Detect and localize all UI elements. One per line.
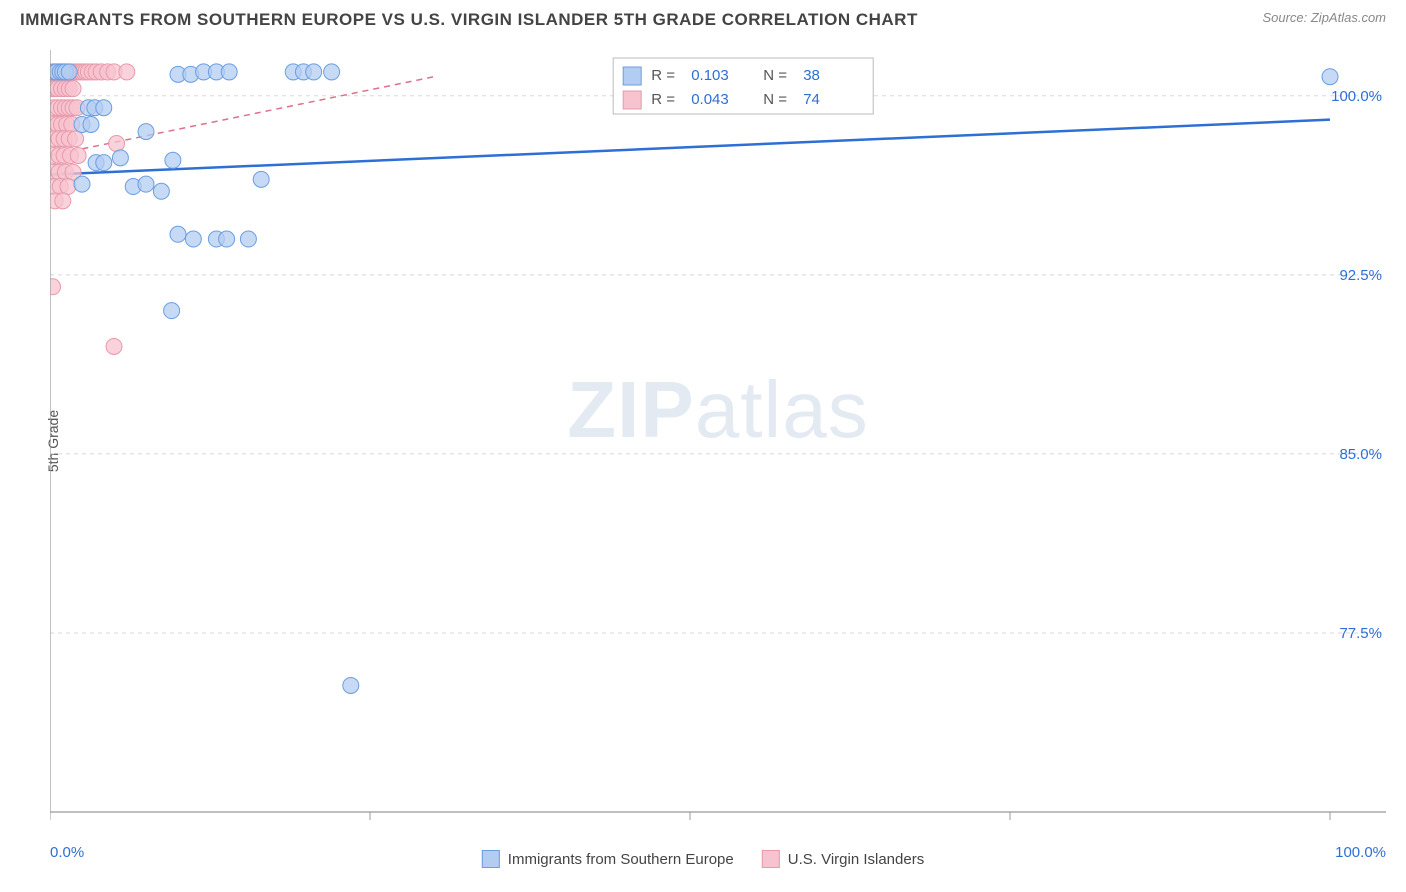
legend-swatch-a — [482, 850, 500, 868]
legend-swatch-b — [762, 850, 780, 868]
legend-item-a: Immigrants from Southern Europe — [482, 850, 734, 868]
svg-text:92.5%: 92.5% — [1339, 267, 1382, 284]
x-axis-min-label: 0.0% — [50, 844, 84, 861]
chart-title: IMMIGRANTS FROM SOUTHERN EUROPE VS U.S. … — [20, 10, 918, 30]
svg-text:100.0%: 100.0% — [1331, 88, 1382, 105]
svg-text:77.5%: 77.5% — [1339, 625, 1382, 642]
legend-item-b: U.S. Virgin Islanders — [762, 850, 924, 868]
x-axis-max-label: 100.0% — [1335, 844, 1386, 861]
svg-text:0.043: 0.043 — [691, 91, 729, 108]
legend-label-b: U.S. Virgin Islanders — [788, 851, 924, 868]
scatter-plot: 77.5% 85.0% 92.5% 100.0% R = 0.103 N = 38 R = 0.0… — [50, 50, 1386, 832]
svg-text:0.103: 0.103 — [691, 67, 729, 84]
bottom-legend: Immigrants from Southern Europe U.S. Vir… — [482, 850, 924, 868]
svg-text:38: 38 — [803, 67, 820, 84]
svg-text:N =: N = — [763, 91, 787, 108]
svg-text:74: 74 — [803, 91, 820, 108]
svg-text:N =: N = — [763, 67, 787, 84]
svg-text:R =: R = — [651, 67, 675, 84]
svg-text:85.0%: 85.0% — [1339, 446, 1382, 463]
source-attribution: Source: ZipAtlas.com — [1262, 10, 1386, 25]
chart-container: 5th Grade ZIPatlas 77.5%85.0%92.5%100.0%… — [50, 50, 1386, 832]
legend-label-a: Immigrants from Southern Europe — [508, 851, 734, 868]
svg-text:R =: R = — [651, 91, 675, 108]
